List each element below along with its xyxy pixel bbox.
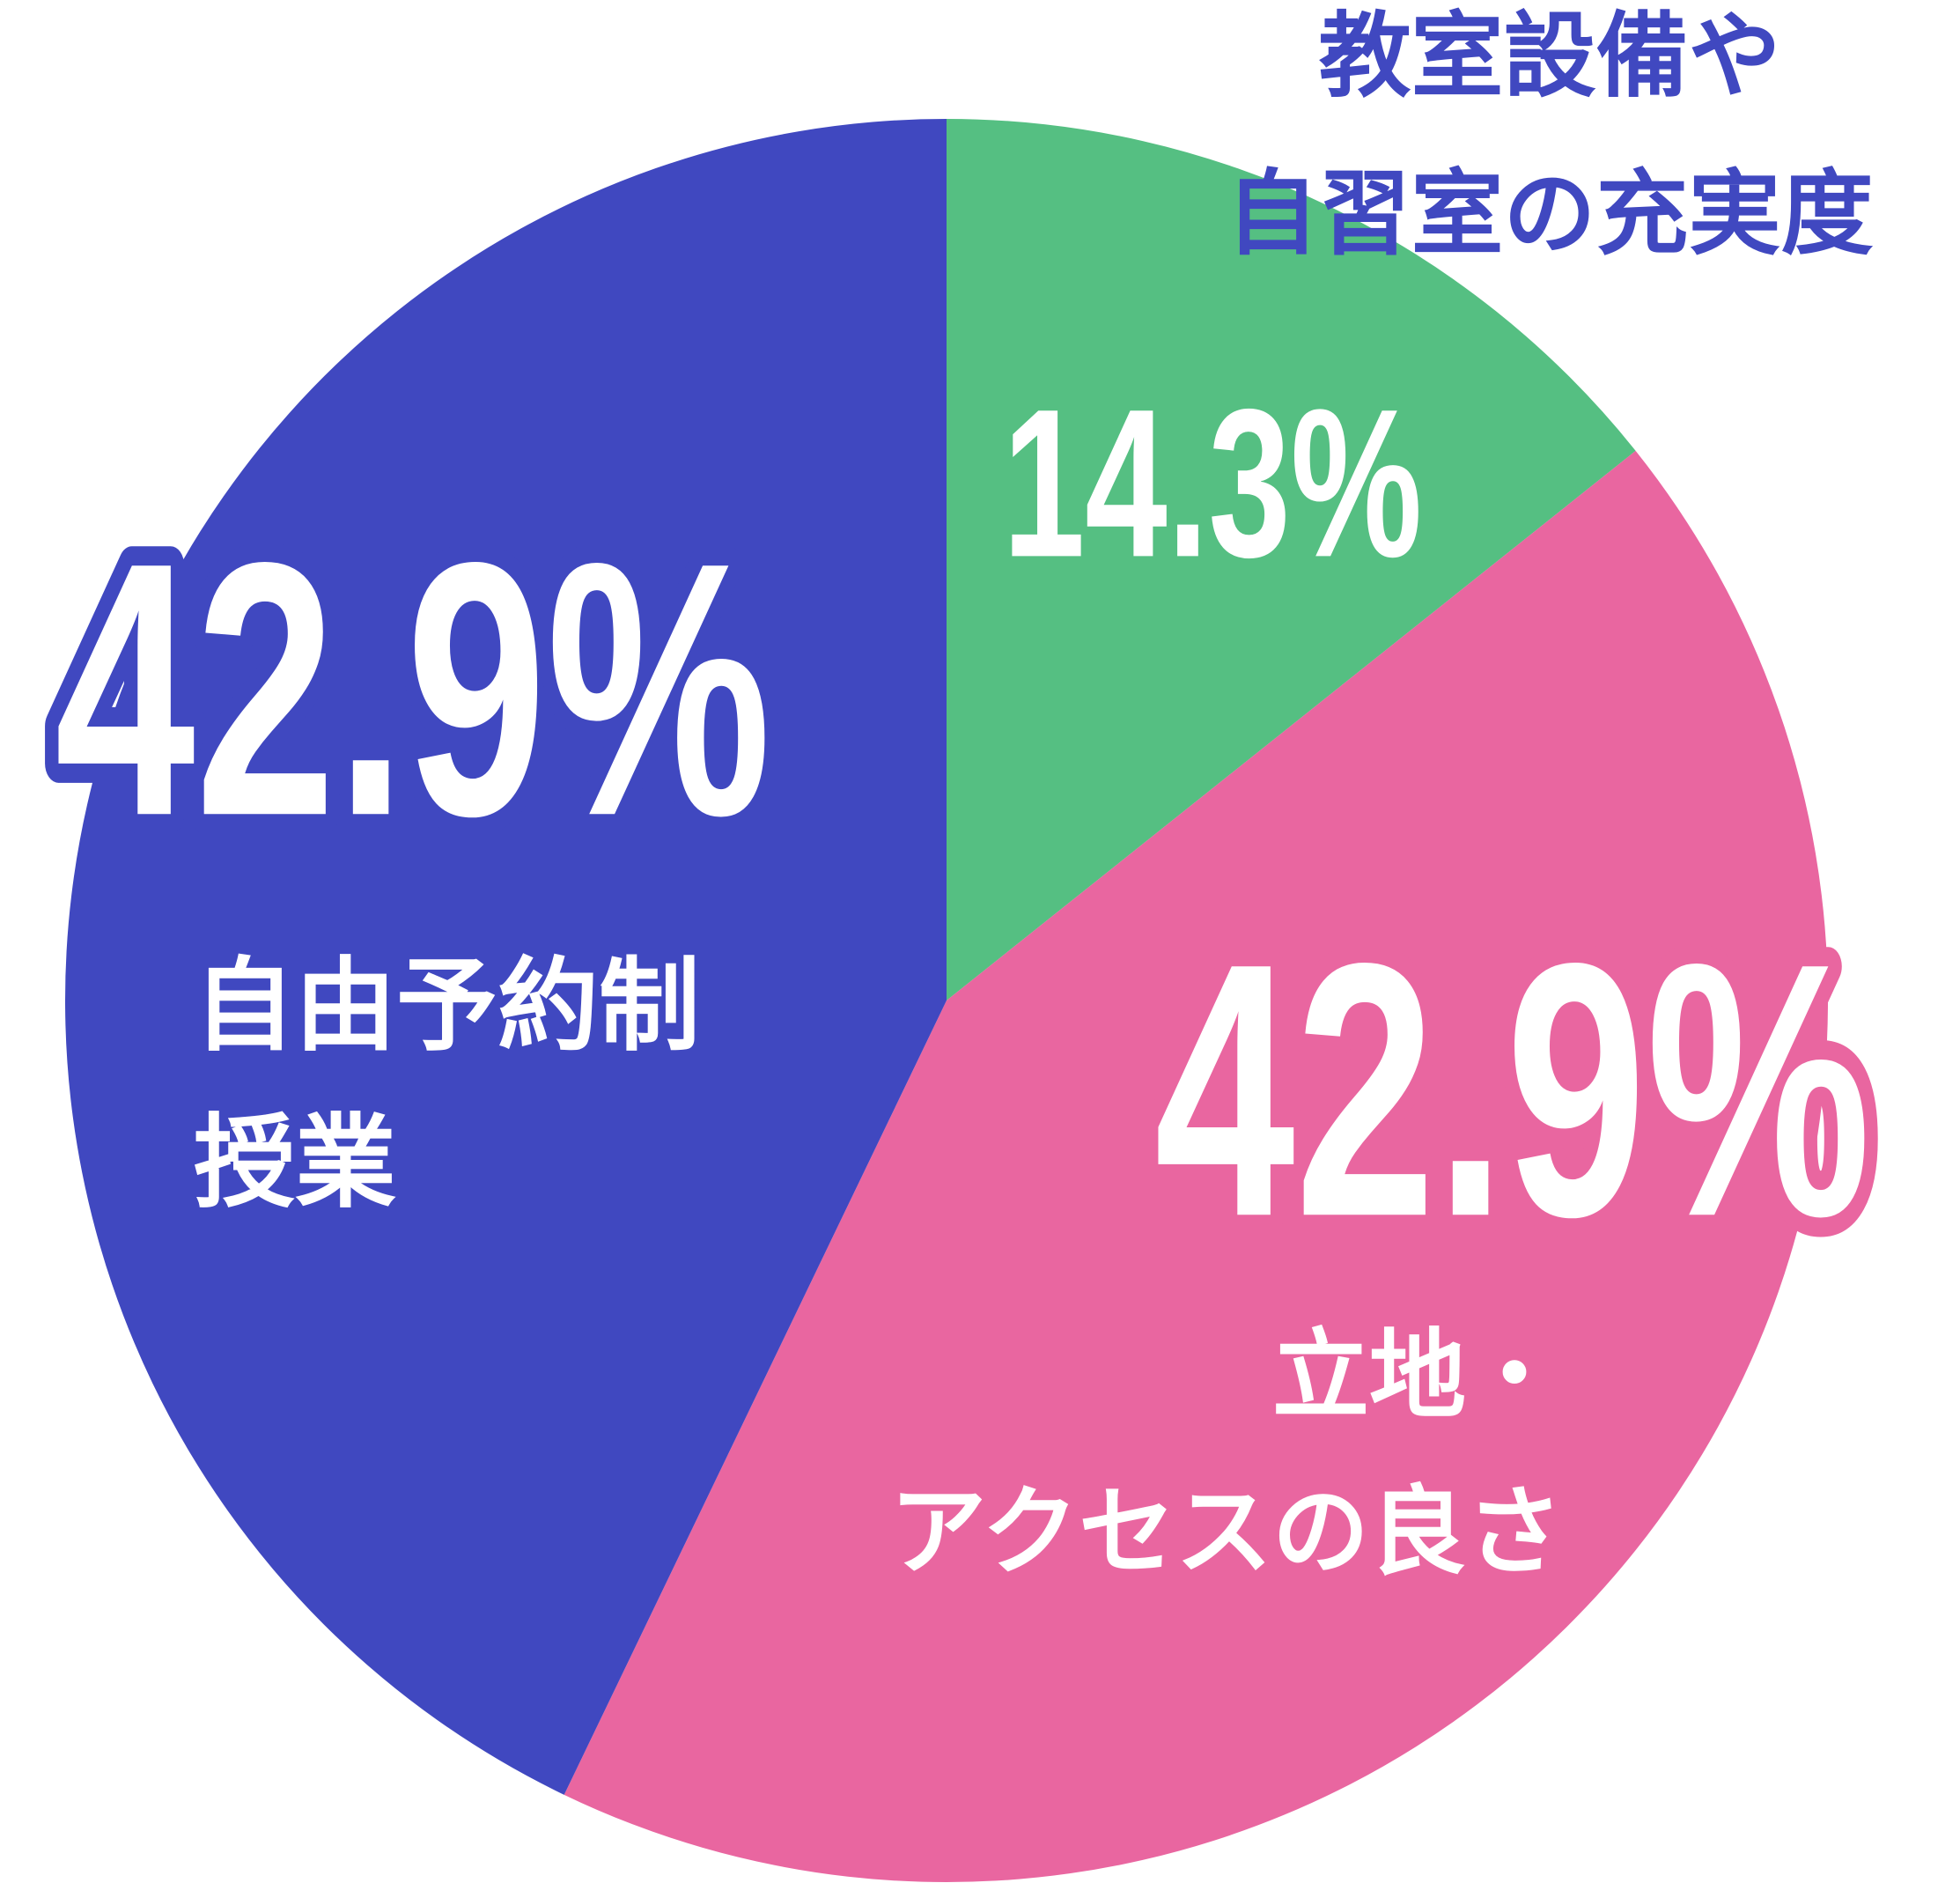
pie-slice	[947, 119, 1636, 1001]
value-label-group: 14.3%	[1003, 365, 1422, 602]
category-label: 自由予約制	[194, 948, 700, 1066]
category-label: 立地・	[1272, 1318, 1563, 1431]
value-label: 42.9%	[1154, 889, 1871, 1292]
value-label: 14.3%	[1003, 365, 1422, 602]
category-label: 教室設備や	[1318, 3, 1780, 110]
category-label: 授業	[194, 1104, 396, 1222]
pie-slice	[564, 450, 1829, 1882]
value-label-group: 42.9%	[39, 471, 788, 906]
value-label-group: 42.9%	[1138, 872, 1888, 1307]
category-label: アクセスの良さ	[890, 1475, 1564, 1588]
pie-slice	[64, 119, 947, 1795]
category-label: 自習室の充実度	[1226, 160, 1873, 268]
value-label: 42.9%	[55, 488, 771, 891]
